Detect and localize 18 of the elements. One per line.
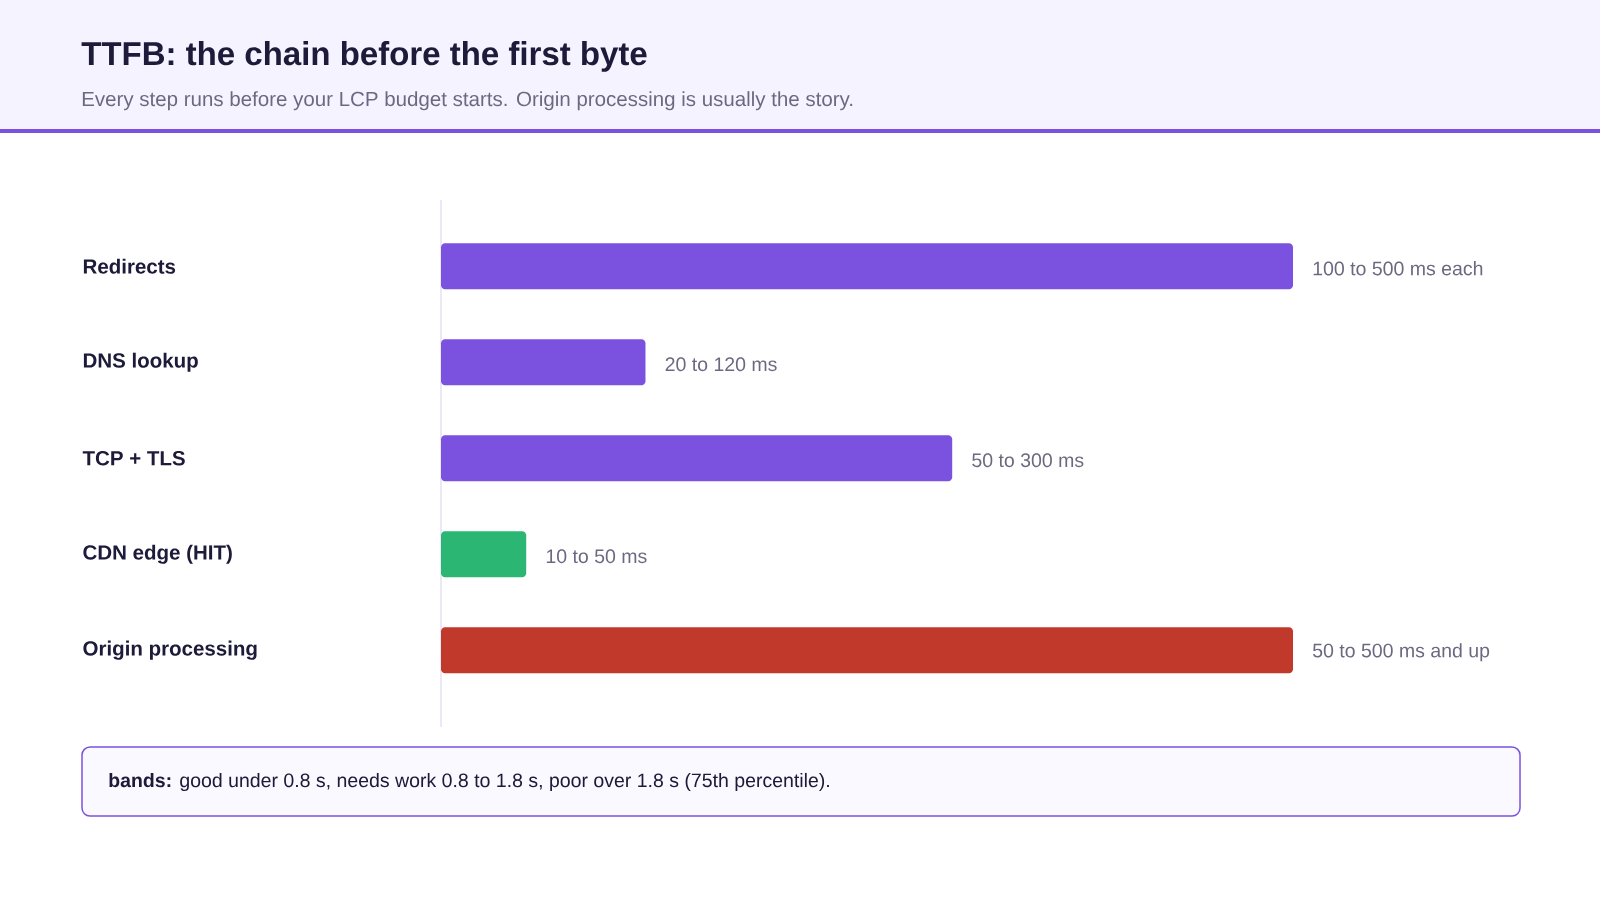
y-tick-label: Redirects — [83, 258, 176, 274]
bar — [441, 531, 527, 578]
text: bands: good under 0.8 s, needs work 0.8 to 1.8 s, poor over 1.8 s (75th percentile). — [109, 772, 829, 792]
data-label: 50 to 300 ms — [972, 453, 1084, 468]
bar — [441, 627, 1294, 674]
y-tick-label: TCP + TLS — [82, 450, 185, 466]
y-tick-label: Origin processing — [83, 640, 257, 660]
data-label: 50 to 500 ms and up — [1312, 643, 1490, 662]
y-tick-label: CDN edge (HIT) — [83, 544, 232, 564]
chart-title: TTFB: the chain before the first byte — [81, 41, 647, 72]
data-label: 20 to 120 ms — [665, 357, 777, 372]
bar — [441, 339, 646, 386]
bar — [441, 435, 953, 482]
chart-subtitle: Every step runs before your LCP budget starts. Origin processing is usually the story. — [82, 91, 853, 111]
y-tick-label: DNS lookup — [83, 352, 198, 372]
data-label: 100 to 500 ms each — [1313, 261, 1483, 276]
bar — [441, 243, 1294, 290]
data-label: 10 to 50 ms — [546, 549, 647, 564]
